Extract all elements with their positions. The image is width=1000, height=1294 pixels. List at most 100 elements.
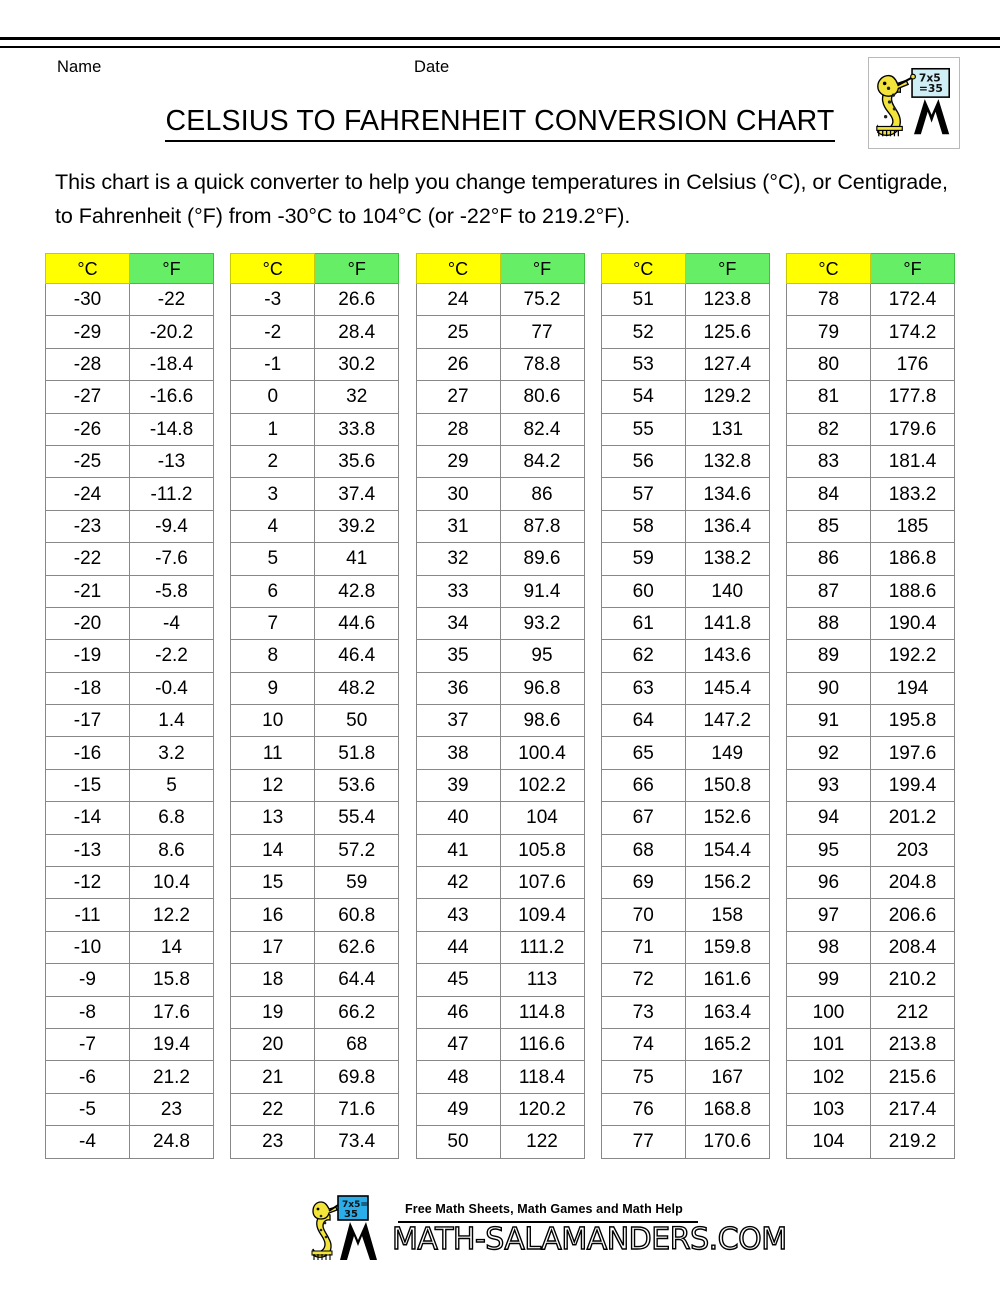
fahrenheit-value-cell: 185: [870, 509, 955, 544]
celsius-value-cell: 101: [786, 1027, 871, 1062]
table-row: 103 217.4: [786, 1092, 955, 1127]
celsius-value-cell: -26: [45, 412, 130, 446]
fahrenheit-value-cell: -20.2: [129, 315, 214, 349]
fahrenheit-value-cell: 125.6: [684, 315, 770, 349]
fahrenheit-value-cell: 71.6: [314, 1092, 400, 1127]
fahrenheit-value-cell: 143.6: [684, 639, 770, 673]
table-row: -21 -5.8: [45, 574, 214, 608]
table-row: 25 77: [415, 315, 585, 349]
table-row: 18 64.4: [230, 963, 400, 997]
celsius-value-cell: 102: [786, 1060, 871, 1094]
table-row: 58 136.4: [600, 509, 770, 544]
fahrenheit-value-cell: 41: [314, 542, 400, 576]
celsius-value-cell: 2: [230, 444, 316, 479]
table-row: 30 86: [415, 477, 585, 511]
celsius-value-cell: 21: [230, 1060, 316, 1094]
table-row: 102 215.6: [786, 1060, 955, 1094]
top-divider-rule: [0, 37, 1000, 48]
table-row: 29 84.2: [415, 444, 585, 479]
fahrenheit-value-cell: 64.4: [314, 963, 400, 997]
fahrenheit-value-cell: 12.2: [129, 898, 214, 932]
fahrenheit-value-cell: 118.4: [499, 1060, 585, 1094]
fahrenheit-value-cell: 14: [129, 930, 214, 965]
table-row: 26 78.8: [415, 347, 585, 382]
table-row: 15 59: [230, 866, 400, 900]
fahrenheit-value-cell: 39.2: [314, 509, 400, 544]
fahrenheit-column-header: °F: [684, 253, 770, 284]
table-row: 43 109.4: [415, 898, 585, 932]
table-row: 73 163.4: [600, 995, 770, 1029]
table-row: 62 143.6: [600, 639, 770, 673]
table-row: -9 15.8: [45, 963, 214, 997]
table-row: 53 127.4: [600, 347, 770, 382]
celsius-value-cell: 55: [600, 412, 686, 446]
celsius-value-cell: 96: [786, 866, 871, 900]
table-row: 56 132.8: [600, 444, 770, 479]
celsius-value-cell: 38: [415, 736, 501, 770]
table-row: 65 149: [600, 736, 770, 770]
celsius-value-cell: 52: [600, 315, 686, 349]
fahrenheit-value-cell: 174.2: [870, 315, 955, 349]
table-row: 46 114.8: [415, 995, 585, 1029]
table-row: 32 89.6: [415, 542, 585, 576]
fahrenheit-value-cell: 30.2: [314, 347, 400, 382]
fahrenheit-value-cell: 19.4: [129, 1027, 214, 1062]
fahrenheit-value-cell: 131: [684, 412, 770, 446]
fahrenheit-value-cell: 42.8: [314, 574, 400, 608]
fahrenheit-value-cell: 186.8: [870, 542, 955, 576]
table-row: -13 8.6: [45, 833, 214, 868]
fahrenheit-value-cell: 192.2: [870, 639, 955, 673]
fahrenheit-value-cell: 181.4: [870, 444, 955, 479]
table-row: 34 93.2: [415, 606, 585, 641]
celsius-value-cell: 48: [415, 1060, 501, 1094]
fahrenheit-value-cell: 68: [314, 1027, 400, 1062]
fahrenheit-value-cell: 172.4: [870, 282, 955, 317]
fahrenheit-value-cell: 210.2: [870, 963, 955, 997]
celsius-column-header: °C: [600, 253, 686, 284]
fahrenheit-value-cell: 156.2: [684, 866, 770, 900]
name-field-label: Name: [57, 58, 102, 76]
celsius-value-cell: 57: [600, 477, 686, 511]
table-row: 12 53.6: [230, 768, 400, 803]
celsius-value-cell: 41: [415, 833, 501, 868]
fahrenheit-value-cell: 17.6: [129, 995, 214, 1029]
table-row: 44 111.2: [415, 930, 585, 965]
fahrenheit-value-cell: 212: [870, 995, 955, 1029]
math-salamanders-mascot-icon: 7x5 =35: [868, 57, 960, 149]
celsius-value-cell: -22: [45, 542, 130, 576]
conversion-table-1: °C °F -30 -22 -29 -20.2 -28 -18.4 -27 -16.6 -26 -14…: [45, 253, 214, 1159]
fahrenheit-value-cell: 152.6: [684, 801, 770, 835]
celsius-value-cell: 17: [230, 930, 316, 965]
table-row: 9 48.2: [230, 671, 400, 706]
fahrenheit-value-cell: 140: [684, 574, 770, 608]
fahrenheit-value-cell: 203: [870, 833, 955, 868]
table-row: 51 123.8: [600, 282, 770, 317]
celsius-value-cell: 31: [415, 509, 501, 544]
celsius-value-cell: 59: [600, 542, 686, 576]
table-row: -3 26.6: [230, 282, 400, 317]
celsius-value-cell: 0: [230, 380, 316, 414]
celsius-value-cell: 7: [230, 606, 316, 641]
page-title: CELSIUS TO FAHRENHEIT CONVERSION CHART: [0, 105, 1000, 142]
table-row: 90 194: [786, 671, 955, 706]
celsius-value-cell: -25: [45, 444, 130, 479]
celsius-value-cell: 58: [600, 509, 686, 544]
fahrenheit-value-cell: 168.8: [684, 1092, 770, 1127]
celsius-column-header: °C: [786, 253, 871, 284]
fahrenheit-value-cell: 136.4: [684, 509, 770, 544]
svg-text:=35: =35: [919, 82, 943, 95]
table-row: 13 55.4: [230, 801, 400, 835]
intro-paragraph: This chart is a quick converter to help …: [55, 170, 948, 228]
footer: 7x5= 35 Fr: [0, 1192, 1000, 1264]
fahrenheit-value-cell: 60.8: [314, 898, 400, 932]
table-row: 69 156.2: [600, 866, 770, 900]
table-row: 88 190.4: [786, 606, 955, 641]
celsius-value-cell: 62: [600, 639, 686, 673]
celsius-value-cell: 70: [600, 898, 686, 932]
celsius-value-cell: 9: [230, 671, 316, 706]
celsius-value-cell: -30: [45, 282, 130, 317]
table-row: 63 145.4: [600, 671, 770, 706]
table-row: 6 42.8: [230, 574, 400, 608]
celsius-value-cell: 1: [230, 412, 316, 446]
